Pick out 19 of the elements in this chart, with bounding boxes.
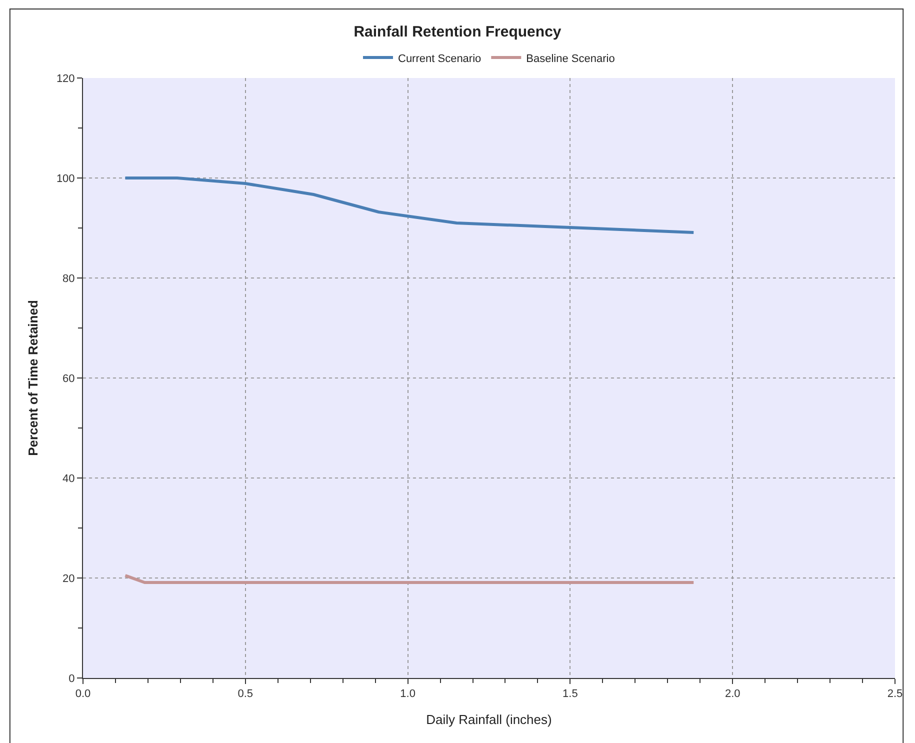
x-axis-title: Daily Rainfall (inches) [426, 712, 552, 727]
x-tick-label: 2.5 [887, 688, 903, 700]
y-tick-label: 0 [68, 672, 75, 685]
y-tick-label: 60 [62, 372, 75, 385]
x-tick-label: 2.0 [724, 688, 740, 700]
y-tick-label: 80 [62, 272, 75, 285]
x-tick-label: 0.5 [238, 688, 254, 700]
y-tick-label: 40 [62, 472, 75, 485]
y-axis-title: Percent of Time Retained [25, 300, 40, 456]
y-tick-label: 20 [62, 572, 75, 585]
x-tick-label: 1.5 [562, 688, 578, 700]
legend-label: Current Scenario [398, 52, 482, 65]
y-tick-label: 100 [56, 172, 75, 185]
legend-label: Baseline Scenario [526, 52, 615, 65]
chart-title: Rainfall Retention Frequency [354, 24, 562, 41]
line-series [124, 176, 696, 234]
y-tick-label: 120 [56, 72, 75, 85]
x-tick-label: 0.0 [75, 688, 91, 700]
x-tick-label: 1.0 [400, 688, 416, 700]
